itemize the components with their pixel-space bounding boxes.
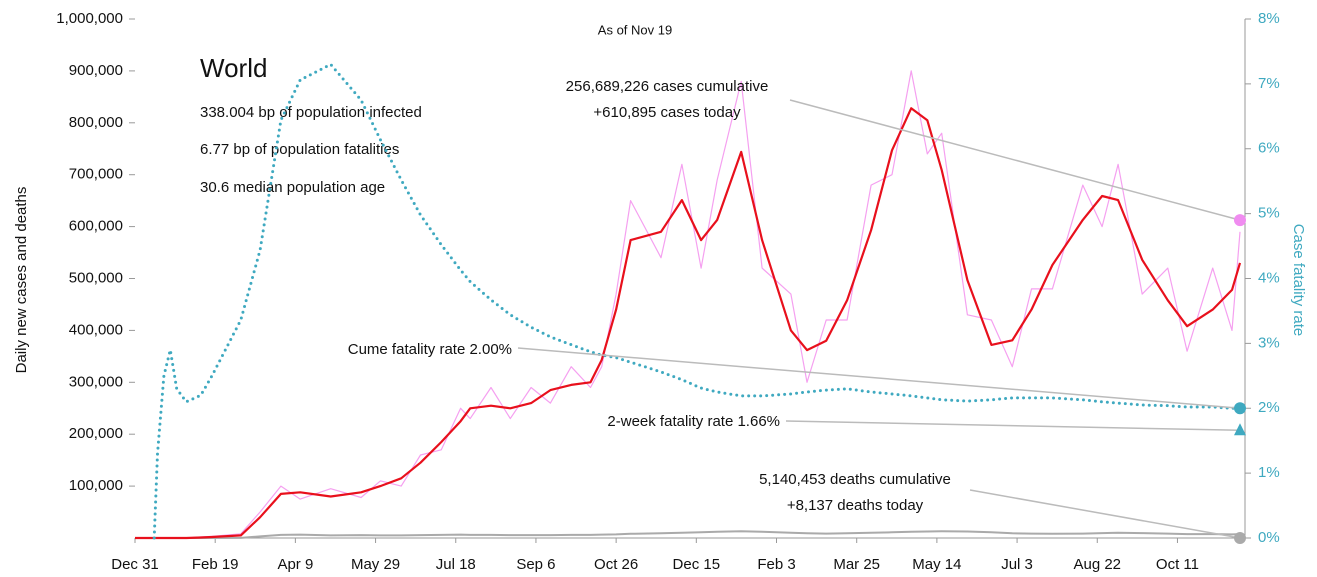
x-tick-label: Aug 22 [1073,556,1121,573]
x-tick-label: Apr 9 [277,556,313,573]
x-tick-label: Mar 25 [833,556,880,573]
info-title: World [200,53,267,83]
y2-tick-label: 8% [1258,10,1280,27]
subtitle: As of Nov 19 [598,22,672,37]
annotation: 256,689,226 cases cumulative [566,78,769,95]
y2-tick-label: 5% [1258,205,1280,222]
x-tick-label: Feb 3 [757,556,795,573]
y2-tick-label: 1% [1258,464,1280,481]
y-tick-label: 900,000 [69,62,123,79]
info-line: 6.77 bp of population fatalities [200,141,399,158]
y2-tick-label: 0% [1258,529,1280,546]
y-tick-label: 300,000 [69,373,123,390]
annotation: 2-week fatality rate 1.66% [607,413,780,430]
y2-tick-label: 4% [1258,269,1280,286]
series-line [135,107,1242,540]
x-tick-label: Sep 6 [516,556,555,573]
y2-tick-label: 7% [1258,75,1280,92]
y2-tick-label: 3% [1258,334,1280,351]
y-tick-label: 500,000 [69,269,123,286]
annotation: +610,895 cases today [593,104,741,121]
y2-tick-label: 6% [1258,140,1280,157]
x-tick-label: May 29 [351,556,400,573]
y-tick-label: 100,000 [69,477,123,494]
series-line [152,62,1242,540]
marker [1234,423,1246,436]
series-line [135,530,1241,539]
y-tick-label: 1,000,000 [56,10,123,27]
x-tick-label: Oct 26 [594,556,638,573]
x-tick-label: May 14 [912,556,961,573]
marker [1234,402,1246,415]
x-tick-label: Dec 15 [673,556,721,573]
x-tick-label: Feb 19 [192,556,239,573]
leader-line [785,420,1241,432]
annotation: +8,137 deaths today [787,497,924,514]
marker [1234,214,1246,227]
leader-line [789,99,1241,221]
y-tick-label: 400,000 [69,321,123,338]
y-tick-label: 200,000 [69,425,123,442]
x-tick-label: Oct 11 [1156,556,1199,573]
x-tick-label: Dec 31 [111,556,159,573]
y2-axis-label: Case fatality rate [1290,224,1307,337]
series-line [135,70,1241,539]
y2-tick-label: 2% [1258,399,1280,416]
marker [1234,532,1246,544]
y-axis-label: Daily new cases and deaths [13,187,30,374]
x-tick-label: Jul 3 [1001,556,1033,573]
leader-line [969,489,1241,539]
y-tick-label: 800,000 [69,114,123,131]
leader-line [517,347,1241,409]
info-line: 338.004 bp of population infected [200,104,422,121]
info-line: 30.6 median population age [200,179,385,196]
x-tick-label: Jul 18 [436,556,476,573]
annotation: Cume fatality rate 2.00% [348,341,512,358]
y-tick-label: 600,000 [69,218,123,235]
y-tick-label: 700,000 [69,166,123,183]
annotation: 5,140,453 deaths cumulative [759,471,951,488]
